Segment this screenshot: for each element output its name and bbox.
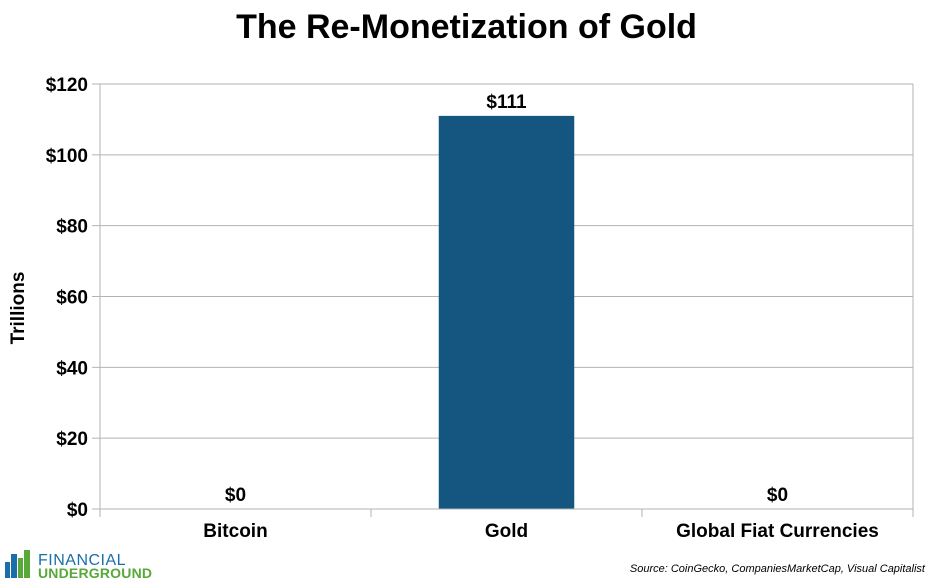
y-tick-label: $80 (56, 217, 88, 238)
y-tick-label: $0 (67, 500, 88, 521)
data-label: $111 (486, 92, 527, 113)
x-category-label: Bitcoin (203, 521, 267, 542)
y-tick-label: $60 (56, 288, 88, 309)
y-tick-label: $40 (56, 358, 88, 379)
y-axis-title: Trillions (8, 272, 29, 345)
city-skyline-icon (5, 550, 30, 578)
logo-text-financial: FINANCIAL (38, 552, 127, 569)
x-category-label: Gold (485, 521, 528, 542)
data-label: $0 (225, 485, 246, 506)
data-label: $0 (767, 485, 788, 506)
y-tick-label: $100 (46, 146, 88, 167)
y-tick-label: $120 (46, 75, 88, 96)
y-tick-label: $20 (56, 429, 88, 450)
financial-underground-logo: FINANCIAL UNDERGROUND (4, 546, 164, 581)
x-category-label: Global Fiat Currencies (676, 521, 879, 542)
chart-title: The Re-Monetization of Gold (236, 8, 697, 46)
bar-gold (438, 115, 575, 509)
logo-text-underground: UNDERGROUND (38, 565, 153, 581)
source-note: Source: CoinGecko, CompaniesMarketCap, V… (629, 563, 925, 575)
